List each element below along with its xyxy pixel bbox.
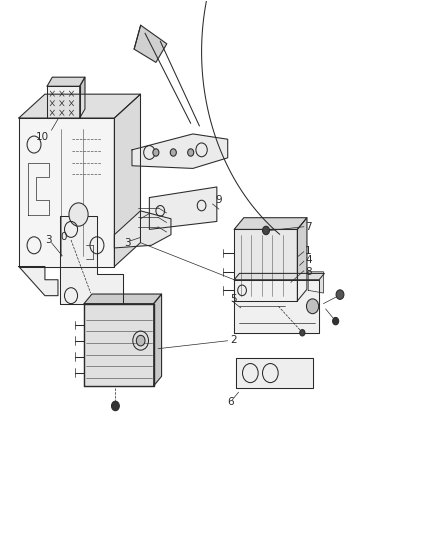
Circle shape [336, 290, 344, 300]
Circle shape [300, 329, 305, 336]
Polygon shape [60, 216, 123, 304]
Polygon shape [80, 77, 85, 118]
Text: 2: 2 [230, 335, 237, 345]
Circle shape [332, 317, 339, 325]
Polygon shape [308, 272, 323, 293]
Polygon shape [19, 266, 58, 296]
Text: 3: 3 [45, 235, 52, 245]
Polygon shape [19, 118, 114, 266]
Polygon shape [132, 134, 228, 168]
Polygon shape [154, 294, 162, 386]
Text: 4: 4 [305, 255, 312, 265]
Polygon shape [234, 229, 297, 301]
Polygon shape [237, 358, 313, 389]
Polygon shape [234, 273, 324, 280]
Polygon shape [114, 211, 171, 248]
Text: 7: 7 [305, 222, 312, 232]
Polygon shape [234, 280, 319, 333]
Polygon shape [84, 304, 154, 386]
Circle shape [112, 401, 119, 411]
Text: 6: 6 [228, 397, 234, 407]
Text: 10: 10 [36, 132, 49, 142]
Text: 3: 3 [124, 238, 131, 248]
Polygon shape [19, 94, 141, 118]
Circle shape [153, 149, 159, 156]
Polygon shape [114, 94, 141, 266]
Circle shape [187, 149, 194, 156]
Circle shape [69, 203, 88, 226]
Polygon shape [84, 294, 162, 304]
Polygon shape [149, 187, 217, 229]
Text: 0: 0 [60, 232, 67, 243]
Text: 8: 8 [305, 267, 312, 277]
Polygon shape [134, 25, 167, 62]
Circle shape [136, 335, 145, 346]
Text: 9: 9 [215, 195, 222, 205]
Circle shape [170, 149, 177, 156]
Polygon shape [47, 77, 85, 86]
Text: 5: 5 [230, 294, 237, 304]
Polygon shape [47, 86, 80, 118]
Text: 1: 1 [305, 246, 312, 256]
Polygon shape [297, 217, 307, 301]
Polygon shape [234, 217, 307, 229]
Circle shape [307, 299, 319, 314]
Circle shape [262, 226, 269, 235]
